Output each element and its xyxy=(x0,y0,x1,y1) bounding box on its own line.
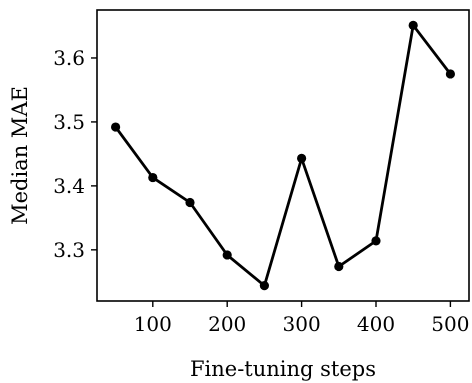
axes: 100 200 300 400 500 3.3 3.4 3.5 3.6 xyxy=(53,9,470,336)
x-tick-label: 300 xyxy=(283,312,321,336)
data-point xyxy=(222,250,232,260)
data-point xyxy=(408,20,418,30)
data-point xyxy=(334,261,344,272)
data-point xyxy=(445,69,455,79)
x-tick-label: 100 xyxy=(134,312,172,336)
plot-area xyxy=(111,20,455,291)
y-axis-label: Median MAE xyxy=(8,86,32,225)
x-tick-label: 200 xyxy=(208,312,246,336)
x-tick-label: 400 xyxy=(357,312,395,336)
plot-frame xyxy=(96,9,470,302)
data-point xyxy=(259,281,269,291)
y-tick-label: 3.4 xyxy=(53,174,85,198)
y-tick-label: 3.6 xyxy=(53,46,85,70)
y-tick-label: 3.3 xyxy=(53,238,85,262)
y-tick-label: 3.5 xyxy=(53,110,85,134)
x-tick-label: 500 xyxy=(431,312,469,336)
x-axis-label: Fine-tuning steps xyxy=(190,357,376,381)
series-line xyxy=(114,23,452,288)
data-point xyxy=(297,153,307,163)
data-point xyxy=(111,122,121,132)
data-point xyxy=(185,197,195,208)
data-point xyxy=(371,236,381,246)
data-point xyxy=(148,172,158,183)
